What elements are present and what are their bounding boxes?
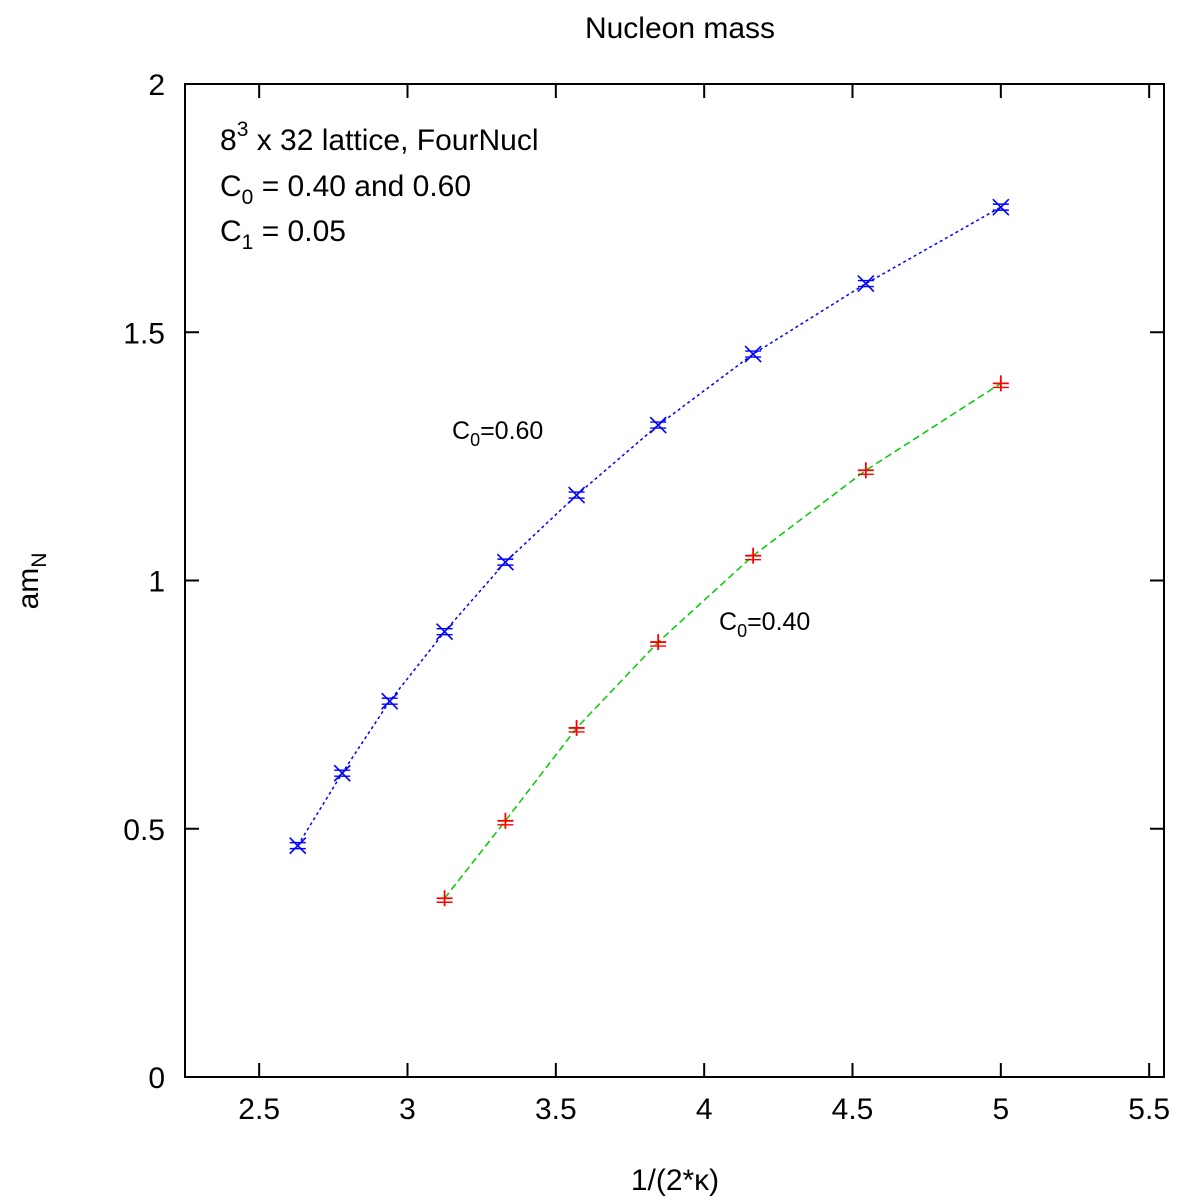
info-line-1-sup: 3 [237, 118, 249, 141]
x-tick-label: 4 [696, 1093, 713, 1126]
y-tick-label: 0.5 [123, 814, 165, 847]
series-label-base: C [452, 417, 470, 445]
info-line-3: C1 = 0.05 [220, 215, 346, 254]
x-tick-label: 2.5 [238, 1093, 280, 1126]
series-line [297, 206, 1002, 846]
x-tick-label: 3.5 [535, 1093, 577, 1126]
data-point [649, 416, 667, 434]
series-label-sub: 0 [737, 621, 747, 641]
info-line-3-base: C [220, 215, 242, 248]
y-tick-label: 1 [148, 566, 165, 599]
data-point [857, 275, 875, 293]
x-axis-ticks: 2.5 3 3.5 4 4.5 5 5.5 [238, 84, 1170, 1126]
info-line-2-base: C [220, 170, 242, 203]
series-0: C0=0.60 [289, 198, 1010, 855]
series-label-rest: =0.40 [747, 608, 810, 636]
info-line-1: 83 x 32 lattice, FourNucl [220, 118, 539, 157]
info-line-1-base: 8 [220, 124, 237, 157]
series-1: C0=0.40 [436, 375, 1009, 907]
y-axis-ticks: 0 0.5 1 1.5 2 [123, 69, 1164, 1095]
data-point [497, 812, 514, 829]
x-axis-label: 1/(2*κ) [631, 1164, 719, 1197]
info-line-2-rest: = 0.40 and 0.60 [253, 170, 471, 203]
info-line-2-sub: 0 [242, 186, 254, 209]
data-point [568, 719, 585, 736]
data-point [992, 198, 1010, 216]
info-line-3-rest: = 0.05 [253, 215, 346, 248]
data-point [650, 634, 667, 651]
y-tick-label: 1.5 [123, 317, 165, 350]
x-tick-label: 4.5 [832, 1093, 874, 1126]
data-point [744, 345, 762, 363]
series-label-sub: 0 [470, 430, 480, 450]
data-point [496, 553, 514, 571]
y-axis-label-sub: N [28, 553, 51, 568]
data-point [568, 486, 586, 504]
data-point [289, 837, 307, 855]
series-line [444, 382, 1002, 899]
series-label-rest: =0.60 [480, 417, 543, 445]
info-box: 83 x 32 lattice, FourNucl C0 = 0.40 and … [220, 118, 539, 254]
y-axis-label: amN [12, 553, 51, 610]
data-point [745, 547, 762, 564]
data-point [857, 462, 874, 479]
y-axis-label-base: am [12, 568, 45, 610]
info-line-3-sub: 1 [242, 231, 254, 254]
y-tick-label: 2 [148, 69, 165, 102]
data-point [333, 764, 351, 782]
x-tick-label: 5 [992, 1093, 1009, 1126]
x-tick-label: 3 [399, 1093, 416, 1126]
series-label: C0=0.60 [452, 417, 543, 450]
info-line-1-rest: x 32 lattice, FourNucl [248, 124, 538, 157]
series-label-base: C [719, 608, 737, 636]
series-label: C0=0.40 [719, 608, 810, 641]
info-line-2: C0 = 0.40 and 0.60 [220, 170, 471, 209]
data-point [992, 375, 1009, 392]
data-point [436, 890, 453, 907]
data-point [381, 692, 399, 710]
x-tick-label: 5.5 [1128, 1093, 1170, 1126]
y-tick-label: 0 [148, 1062, 165, 1095]
chart-title: Nucleon mass [585, 12, 775, 45]
data-point [436, 623, 454, 641]
